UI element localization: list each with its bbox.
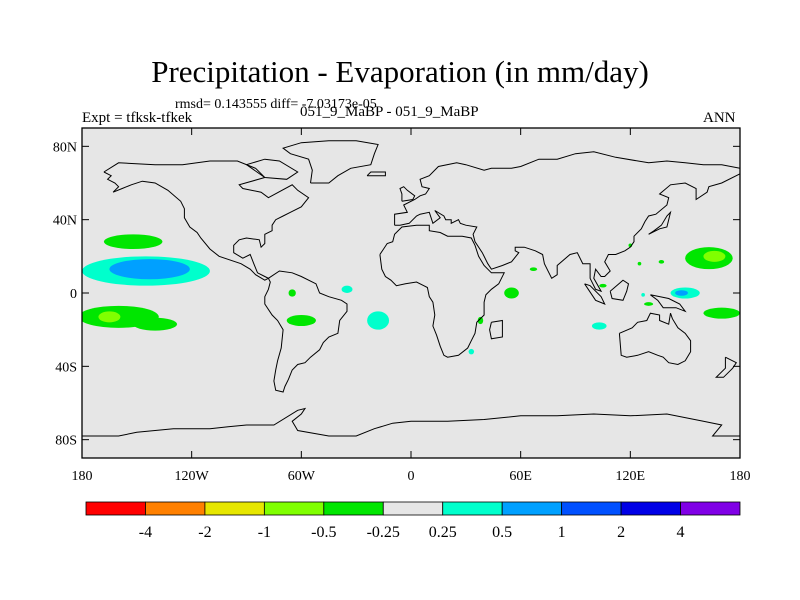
- colorbar-label: 1: [558, 524, 566, 541]
- anomaly-south-pacific-negative-b: [133, 317, 178, 331]
- colorbar-swatch: [680, 501, 741, 516]
- colorbar-label: 0.25: [429, 524, 457, 541]
- y-tick-label: 80N: [53, 140, 77, 155]
- australia-coast: [618, 312, 692, 366]
- x-tick-label: 60E: [509, 469, 532, 484]
- colorbar-label: 4: [677, 524, 685, 541]
- colorbar-swatch: [204, 501, 265, 516]
- colorbar-label: -0.25: [367, 524, 400, 541]
- x-tick-label: 120W: [175, 469, 210, 484]
- map-axes: 180 120W 60W 0 60E 120E 180 80N 40N 0 40S 80S: [53, 128, 751, 484]
- anomaly-amazon-negative: [286, 315, 316, 326]
- south-america-coast: [264, 270, 348, 393]
- britain-coast: [399, 186, 416, 202]
- anomaly-west-pacific-north-core: [703, 250, 726, 262]
- colorbar-swatch: [85, 501, 146, 516]
- colorbar-label: 2: [617, 524, 625, 541]
- borneo-coast: [609, 279, 630, 301]
- baffin-coast: [245, 158, 299, 180]
- colorbar-label: -0.5: [311, 524, 336, 541]
- map-background: [82, 128, 740, 458]
- colorbar-swatch: [561, 501, 622, 516]
- anomaly-indonesia-negative-a: [637, 261, 642, 266]
- season-label: ANN: [703, 110, 736, 126]
- anomaly-west-pacific-core: [675, 290, 688, 296]
- anomaly-north-brazil-negative: [288, 289, 296, 297]
- colorbar-swatch: [263, 501, 325, 516]
- africa-coast: [379, 224, 506, 358]
- anomaly-west-pacific-south-negative: [703, 307, 740, 319]
- colorbar-swatch: [323, 501, 384, 516]
- x-tick-label: 120E: [616, 469, 646, 484]
- greenland-coast: [282, 140, 379, 184]
- japan-coast: [648, 210, 672, 235]
- anomaly-madagascar-negative: [477, 316, 484, 325]
- colorbar-swatch: [620, 501, 681, 516]
- colorbar-swatch: [501, 501, 563, 516]
- colorbar-swatch: [442, 501, 503, 516]
- eurasia-coast: [394, 151, 740, 293]
- y-tick-label: 0: [70, 287, 77, 302]
- y-tick-label: 40N: [53, 214, 77, 229]
- experiment-label: Expt = tfksk-tfkek: [82, 110, 193, 126]
- new-zealand-coast: [714, 356, 738, 378]
- anomaly-field-layer: [82, 234, 740, 355]
- anomaly-arabian-sea-negative: [529, 267, 538, 271]
- coastline-layer: [82, 140, 740, 437]
- colorbar-label: -4: [139, 524, 152, 541]
- x-tick-label: 60W: [288, 469, 316, 484]
- stats-line: rmsd= 0.143555 diff= -7.03173e-05: [175, 97, 377, 112]
- anomaly-south-atlantic-positive: [367, 311, 390, 330]
- anomaly-east-africa-negative: [504, 287, 519, 299]
- y-tick-label: 40S: [55, 360, 77, 375]
- anomaly-indonesia-negative-b: [658, 260, 665, 264]
- anomaly-indian-ocean-positive: [591, 322, 607, 330]
- colorbar-label: -1: [258, 524, 271, 541]
- anomaly-equatorial-atlantic-positive: [341, 285, 353, 294]
- x-tick-label: 180: [730, 469, 751, 484]
- new-guinea-coast: [650, 294, 687, 313]
- north-america-coast: [103, 160, 310, 281]
- colorbar-label: 0.5: [492, 524, 512, 541]
- iceland-coast: [366, 171, 386, 177]
- colorbar-label: -2: [198, 524, 211, 541]
- y-tick-label: 80S: [55, 434, 77, 449]
- anomaly-south-pacific-core: [98, 311, 121, 323]
- colorbar: -4 -2 -1 -0.5 -0.25 0.25 0.5 1 2 4: [85, 501, 741, 541]
- colorbar-swatch: [145, 501, 206, 516]
- anomaly-new-guinea-negative: [644, 302, 654, 306]
- anomaly-central-pacific-core: [109, 259, 190, 280]
- anomaly-bay-of-bengal-negative: [599, 283, 607, 288]
- anomaly-philippine-positive: [641, 293, 645, 297]
- chart-title: Precipitation - Evaporation (in mm/day): [151, 54, 649, 89]
- sumatra-coast: [584, 283, 606, 305]
- anomaly-south-indian-positive: [468, 348, 475, 355]
- madagascar-coast: [489, 319, 503, 340]
- chart-subtitle: 051_9_MaBP - 051_9_MaBP: [300, 104, 479, 120]
- x-tick-label: 180: [72, 469, 93, 484]
- x-tick-label: 0: [408, 469, 415, 484]
- antarctica-coast: [82, 407, 740, 437]
- anomaly-north-pacific-negative: [103, 234, 163, 250]
- colorbar-swatch: [382, 501, 444, 516]
